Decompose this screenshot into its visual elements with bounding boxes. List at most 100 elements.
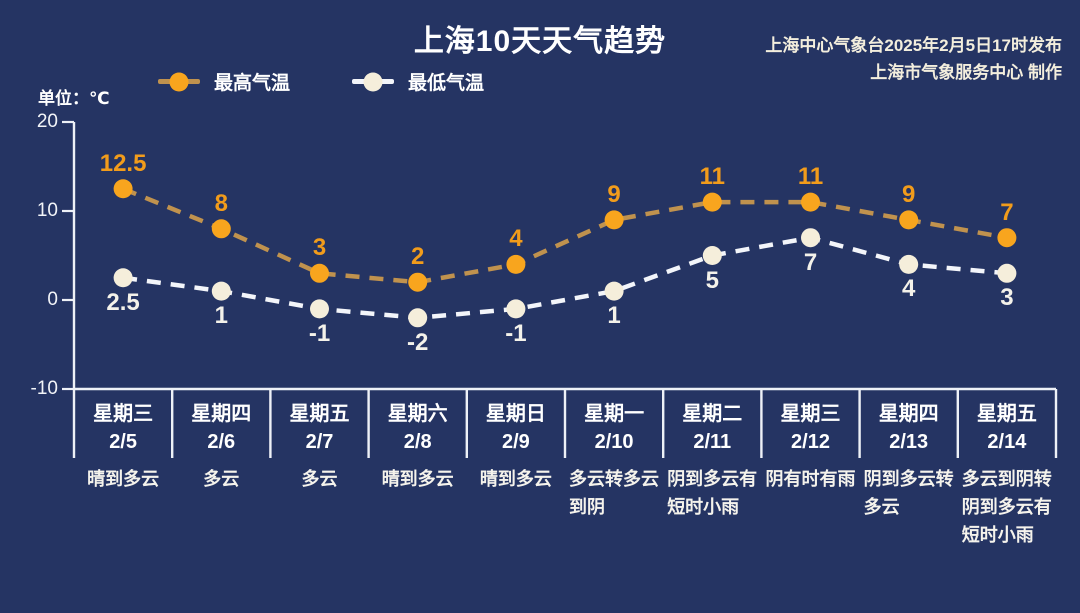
data-point [702,192,722,212]
day-date: 2/8 [403,431,432,453]
day-weather: 多云 [270,465,368,493]
day-column: 星期二 2/11 阴到多云有 短时小雨 [663,400,761,521]
data-point [702,246,722,265]
day-column: 星期日 2/9 晴到多云 [467,400,565,493]
y-tick-label: 10 [36,200,58,221]
day-weather-line: 晴到多云 [381,469,454,489]
legend-label: 最低气温 [408,73,485,94]
day-column: 星期三 2/12 阴有时有雨 [761,400,859,493]
data-point-label: 12.5 [99,149,147,177]
day-weather: 多云 [172,465,270,493]
day-weekday: 星期五 [976,403,1037,425]
day-weekday: 星期五 [289,403,350,425]
day-weather-line: 多云 [203,469,240,489]
data-point-label: 7 [803,248,818,276]
data-point-label: 11 [797,163,824,191]
day-weather: 晴到多云 [74,465,172,493]
data-point [310,263,329,283]
legend: 最高气温 最低气温 [158,68,484,95]
day-column: 星期六 2/8 晴到多云 [369,400,467,493]
day-date: 2/10 [594,431,634,453]
data-point [899,254,919,274]
source-credit: 上海中心气象台2025年2月5日17时发布 上海市气象服务中心 制作 [765,32,1062,86]
data-point-label: 1 [607,302,621,330]
data-point-label: 11 [699,163,725,191]
day-weather-line: 多云 [863,497,900,517]
day-weather-line: 多云 [301,469,338,489]
day-weather-line: 到阴 [569,497,605,517]
data-point [506,299,526,319]
day-column: 星期四 2/13 阴到多云转 多云 [860,400,958,521]
day-weekday: 星期四 [878,403,939,425]
day-column: 星期四 2/6 多云 [172,400,270,493]
day-weather-line: 阴到多云有 [667,469,758,489]
day-weekday: 星期日 [485,403,546,425]
day-weather: 阴到多云转 多云 [860,465,958,521]
legend-line-icon [158,72,200,91]
y-tick-label: -10 [30,378,58,399]
day-weekday: 星期三 [93,403,154,425]
data-point [113,268,133,288]
day-date: 2/12 [791,431,830,453]
day-weather: 阴有时有雨 [761,465,859,493]
day-date: 2/11 [693,431,732,453]
day-weather-line: 晴到多云 [479,469,552,489]
day-weather: 阴到多云有 短时小雨 [663,465,761,521]
data-point [211,281,231,301]
series-line-1 [122,235,1008,321]
day-date: 2/6 [207,431,236,453]
day-weekday: 星期六 [387,403,448,425]
day-weather-line: 晴到多云 [87,469,160,489]
legend-marker-icon [363,72,383,91]
legend-item-0: 最高气温 [158,68,290,95]
day-column: 星期一 2/10 多云转多云到阴 [565,400,663,521]
data-point-label: 2.5 [106,288,140,316]
data-point-label: 3 [312,234,327,262]
day-weather-line: 短时小雨 [961,525,1034,545]
data-point-label: 2 [411,243,425,271]
data-point-label: 9 [902,180,916,208]
data-point [801,192,820,212]
day-date: 2/14 [987,431,1027,453]
data-point-label: 4 [902,275,916,303]
data-point-label: 5 [705,266,719,294]
source-line-2: 上海市气象服务中心 制作 [870,63,1062,82]
data-point-label: -1 [505,319,527,347]
chart-title: 上海10天天气趋势 [413,25,667,58]
data-point [801,228,820,248]
day-weekday: 星期一 [584,403,645,425]
data-point [408,308,428,328]
day-weather-line: 阴有时有雨 [765,469,856,489]
day-weather: 晴到多云 [467,465,565,493]
data-point-label: 7 [1000,198,1014,226]
day-weekday: 星期四 [191,403,252,425]
data-point-label: -2 [407,328,429,356]
data-point-label: 9 [607,180,621,208]
day-date: 2/7 [305,431,334,453]
legend-label: 最高气温 [214,73,291,94]
data-point [113,179,133,199]
data-point [997,228,1017,248]
day-weather-line: 阴到多云有 [961,497,1052,517]
day-weather-line: 阴到多云转 [863,469,954,489]
data-point [997,263,1017,283]
unit-label: 单位：℃ [38,89,110,108]
data-point-label: 3 [1000,284,1014,312]
day-weather-line: 多云转多云 [569,469,659,489]
legend-item-1: 最低气温 [352,68,484,95]
y-tick-label: 0 [47,289,58,310]
day-column: 星期三 2/5 晴到多云 [74,400,172,493]
data-point-label: 4 [509,225,523,253]
legend-marker-icon [169,72,189,91]
day-weather: 多云到阴转 阴到多云有 短时小雨 [958,465,1056,549]
source-line-1: 上海中心气象台2025年2月5日17时发布 [765,36,1062,55]
day-weather: 晴到多云 [369,465,467,493]
data-point [604,210,624,230]
day-column: 星期五 2/14 多云到阴转 阴到多云有 短时小雨 [958,400,1056,549]
day-weekday: 星期三 [780,403,841,425]
data-point-label: 1 [214,302,228,330]
day-date: 2/9 [501,431,530,453]
data-point [604,281,624,301]
day-weather-line: 短时小雨 [667,497,740,517]
